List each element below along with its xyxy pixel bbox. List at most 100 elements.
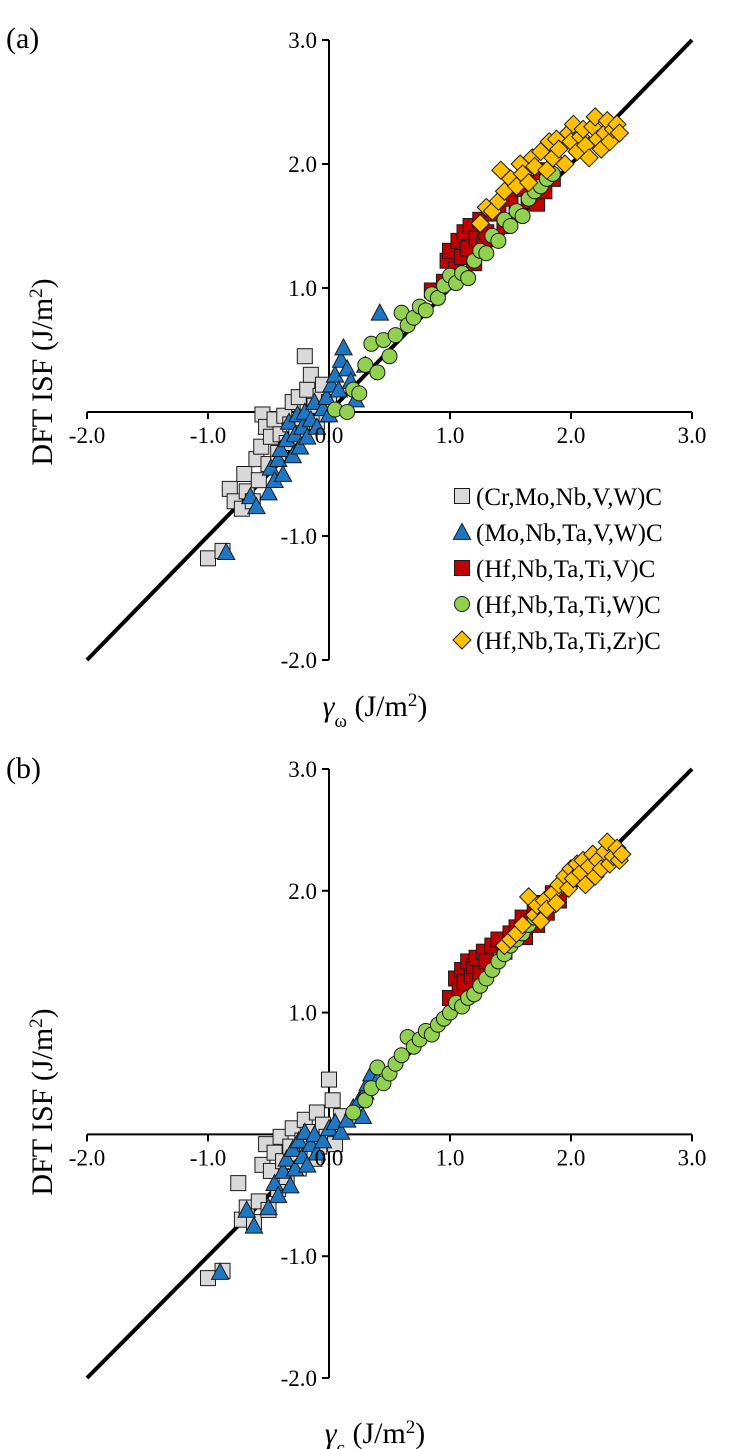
- panel-a-y-tick-label: 1.0: [288, 276, 317, 301]
- panel-a-data-point: [302, 366, 319, 383]
- panel-b-data-point: [345, 1104, 362, 1121]
- legend-label: (Cr,Mo,Nb,V,W)C: [476, 484, 662, 511]
- panel-a-label: (a): [6, 22, 39, 55]
- panel-a-data-point: [478, 245, 495, 262]
- panel-b-data-point: [244, 1216, 264, 1234]
- panel-a-y-axis-label: DFT ISF (J/m2): [26, 278, 60, 465]
- panel-b-label: (b): [6, 752, 41, 785]
- legend-marker: [452, 522, 472, 540]
- legend-marker: [454, 488, 470, 504]
- panel-a-data-point: [334, 337, 353, 356]
- legend-marker: [452, 630, 472, 650]
- panel-b-data-point: [297, 1155, 317, 1173]
- panel-a-data-point: [290, 437, 310, 455]
- panel-a-x-tick-label: 3.0: [678, 423, 707, 448]
- panel-a-data-point: [490, 232, 507, 249]
- panel-a-data-point: [579, 148, 599, 168]
- panel-a-data-point: [259, 482, 278, 501]
- panel-b-series-4: [494, 832, 632, 956]
- panel-b-x-tick-label: 3.0: [678, 1145, 707, 1170]
- panel-a-data-point: [609, 123, 630, 143]
- panel-b-data-point: [324, 1092, 341, 1109]
- panel-b: (b) -2.0 -1.0 0.0 1.0 2.0 3.0 -2.0 -1.0 1.0 2.0 3.…: [6, 752, 706, 1449]
- panel-a-data-point: [555, 154, 575, 174]
- panel-b-data-point: [265, 1173, 285, 1191]
- panel-b-data-point: [259, 1197, 278, 1216]
- panel-a-data-point: [273, 464, 293, 482]
- panel-a-data-point: [514, 208, 531, 225]
- panel-a-data-point: [216, 542, 236, 560]
- panel-a-x-tick-label: 1.0: [436, 423, 465, 448]
- panel-a-y-tick-label: 2.0: [288, 152, 317, 177]
- panel-b-data-point: [210, 1262, 230, 1280]
- panel-a-data-point: [307, 417, 327, 435]
- panel-b-data-point: [289, 1130, 309, 1149]
- panel-b-y-tick-label: 3.0: [288, 757, 317, 782]
- panel-a-data-point: [200, 550, 216, 567]
- panel-b-data-point: [393, 1047, 410, 1064]
- panel-b-data-point: [237, 1200, 257, 1218]
- panel-a-data-point: [502, 218, 519, 234]
- panel-a-data-point: [268, 449, 288, 467]
- panel-a-data-point: [417, 302, 434, 319]
- panel-b-x-tick-label: 2.0: [557, 1145, 586, 1170]
- panel-b-y-axis-label: DFT ISF (J/m2): [26, 1008, 60, 1195]
- panel-a-series-3: [327, 165, 561, 420]
- panel-a-data-point: [339, 404, 356, 420]
- panel-a-data-point: [283, 445, 303, 464]
- panel-b-data-point: [546, 893, 567, 913]
- panel-a-x-tick-label: -1.0: [190, 423, 226, 448]
- panel-a-data-point: [387, 327, 404, 344]
- panel-b-data-point: [280, 1175, 300, 1194]
- panel-a-data-point: [351, 385, 368, 402]
- panel-a-x-tick-label: -2.0: [69, 423, 105, 448]
- panel-a-data-point: [305, 392, 324, 410]
- panel-b-y-tick-label: -1.0: [281, 1244, 317, 1269]
- panel-a-series-4: [470, 107, 630, 234]
- panel-b-data-point: [512, 915, 533, 935]
- panel-a-data-point: [250, 472, 267, 489]
- panel-a-data-point: [236, 466, 253, 482]
- legend-label: (Mo,Nb,Ta,V,W)C: [476, 520, 663, 547]
- panel-a-data-point: [357, 356, 374, 373]
- panel-b-data-point: [277, 1149, 297, 1167]
- panel-b-x-axis-label: γc (J/m2): [325, 1417, 426, 1449]
- panel-b-x-tick-label: 1.0: [436, 1145, 465, 1170]
- panel-a-series-1: [216, 303, 390, 560]
- panel-b-y-tick-label: -2.0: [281, 1366, 317, 1391]
- legend-label: (Hf,Nb,Ta,Ti,V)C: [476, 556, 655, 583]
- panel-a-data-point: [370, 303, 390, 321]
- panel-a-data-point: [381, 348, 398, 365]
- legend-label: (Hf,Nb,Ta,Ti,W)C: [476, 592, 661, 619]
- panel-a-data-point: [337, 358, 357, 377]
- panel-b-data-point: [283, 1139, 303, 1157]
- legend-marker: [454, 560, 470, 576]
- panel-b-data-point: [230, 1175, 247, 1192]
- panel-a-data-point: [460, 270, 477, 287]
- panel-a-data-point: [470, 213, 490, 234]
- panel-a-data-point: [297, 427, 317, 445]
- panel-b-x-tick-label: 0.0: [315, 1145, 344, 1170]
- panel-a-x-axis-label: γω (J/m2): [323, 690, 428, 732]
- panel-b-data-point: [612, 844, 632, 864]
- panel-b-data-point: [268, 1185, 288, 1204]
- panel-a-data-point: [261, 458, 281, 476]
- panel-a-legend: (Cr,Mo,Nb,V,W)C (Mo,Nb,Ta,V,W)C (Hf,Nb,Ta,…: [452, 484, 663, 655]
- panel-b-y-tick-label: 1.0: [288, 1001, 317, 1026]
- panel-b-data-point: [321, 1071, 337, 1088]
- panel-b-x-tick-label: -2.0: [69, 1145, 105, 1170]
- panel-a-y-tick-label: -2.0: [281, 648, 317, 673]
- panel-a-data-point: [549, 139, 569, 159]
- panel-a-x-tick-label: 2.0: [557, 423, 586, 448]
- panel-b-y-tick-label: 2.0: [288, 879, 317, 904]
- panel-b-data-point: [305, 1124, 324, 1143]
- panel-a-data-point: [246, 496, 266, 515]
- panel-a-data-point: [271, 439, 291, 458]
- panel-a-data-point: [299, 381, 316, 398]
- panel-a-data-point: [329, 380, 349, 398]
- panel-a-x-tick-label: 0.0: [315, 423, 344, 448]
- legend-label: (Hf,Nb,Ta,Ti,Zr)C: [476, 628, 661, 655]
- panel-a-y-tick-label: -1.0: [281, 524, 317, 549]
- panel-b-data-point: [307, 1142, 327, 1161]
- panel-a-data-point: [369, 364, 386, 381]
